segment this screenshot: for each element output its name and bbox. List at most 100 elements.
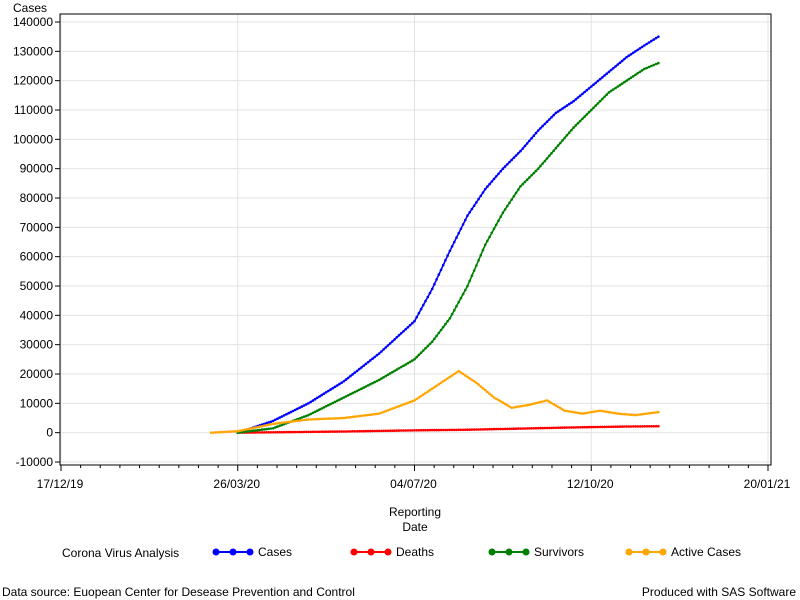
data-point — [291, 430, 295, 434]
data-point — [296, 419, 299, 423]
data-point — [422, 349, 425, 352]
data-point — [360, 414, 363, 418]
data-point — [554, 146, 558, 150]
data-point — [355, 389, 359, 393]
data-point — [342, 396, 346, 399]
x-tick-label: 20/01/21 — [744, 477, 791, 491]
data-point — [470, 378, 474, 382]
data-point — [313, 430, 317, 434]
data-point — [479, 194, 483, 198]
data-point — [395, 336, 399, 339]
data-point — [384, 374, 388, 378]
data-point — [388, 429, 392, 433]
data-point — [548, 118, 551, 121]
data-point — [311, 399, 315, 402]
data-point — [512, 406, 516, 409]
data-point — [514, 154, 518, 157]
data-point — [322, 392, 326, 396]
data-point — [444, 428, 447, 432]
data-point — [260, 424, 264, 428]
data-point — [263, 422, 266, 426]
legend-swatch-marker — [505, 548, 513, 556]
data-point — [455, 236, 458, 239]
data-point — [408, 323, 412, 327]
data-point — [311, 411, 315, 415]
data-point — [229, 430, 233, 433]
data-point — [366, 413, 370, 417]
data-point — [260, 431, 264, 434]
data-point — [373, 429, 377, 433]
data-point — [552, 403, 555, 406]
data-point — [369, 429, 372, 433]
data-point — [545, 157, 549, 160]
data-point — [590, 425, 593, 429]
data-point — [298, 419, 301, 422]
data-point — [353, 390, 357, 394]
y-tick-label: 120000 — [13, 74, 53, 88]
y-tick-label: 90000 — [20, 162, 54, 176]
data-point — [506, 427, 509, 431]
data-point — [631, 413, 635, 417]
data-point — [296, 407, 299, 411]
data-point — [483, 243, 487, 247]
data-point — [461, 223, 465, 226]
data-point — [446, 319, 449, 323]
data-point — [318, 430, 321, 434]
data-point — [415, 429, 419, 432]
data-point — [486, 428, 489, 431]
data-point — [583, 425, 586, 429]
data-point — [563, 426, 566, 429]
data-point — [430, 287, 434, 291]
data-point — [559, 406, 562, 410]
data-point — [552, 113, 555, 117]
data-point — [578, 94, 582, 97]
data-point — [652, 38, 655, 41]
data-point — [267, 431, 271, 434]
data-point — [437, 331, 441, 335]
data-point — [453, 428, 456, 432]
data-point — [481, 387, 485, 390]
data-point — [539, 426, 542, 430]
data-point — [570, 101, 573, 104]
data-point — [629, 413, 633, 417]
data-point — [384, 409, 388, 413]
data-point — [492, 396, 496, 399]
data-point — [607, 410, 611, 414]
data-point — [404, 363, 408, 366]
data-point — [587, 425, 591, 429]
data-point — [554, 111, 558, 115]
data-point — [459, 296, 463, 300]
data-point — [267, 427, 271, 431]
data-point — [497, 219, 500, 222]
data-point — [601, 425, 604, 429]
data-point — [532, 402, 536, 406]
data-point — [430, 340, 434, 344]
data-point — [413, 358, 416, 361]
data-point — [329, 417, 332, 420]
data-point — [402, 403, 405, 406]
data-point — [614, 425, 617, 429]
data-point — [592, 410, 595, 414]
data-point — [631, 75, 635, 78]
data-point — [424, 347, 427, 350]
data-point — [238, 429, 242, 433]
data-point — [285, 420, 288, 424]
data-point — [408, 429, 412, 432]
data-point — [616, 63, 620, 66]
data-point — [444, 378, 447, 382]
data-point — [638, 70, 642, 74]
data-point — [254, 429, 257, 432]
data-point — [503, 402, 507, 406]
data-point — [391, 370, 394, 374]
data-point — [629, 53, 633, 56]
data-point — [475, 201, 478, 204]
data-point — [380, 429, 383, 433]
data-point — [269, 420, 273, 424]
data-point — [488, 392, 491, 396]
data-point — [448, 317, 452, 320]
data-point — [636, 48, 639, 52]
data-point — [508, 160, 511, 164]
data-point — [525, 427, 529, 430]
data-point — [393, 406, 396, 410]
data-point — [532, 427, 536, 430]
